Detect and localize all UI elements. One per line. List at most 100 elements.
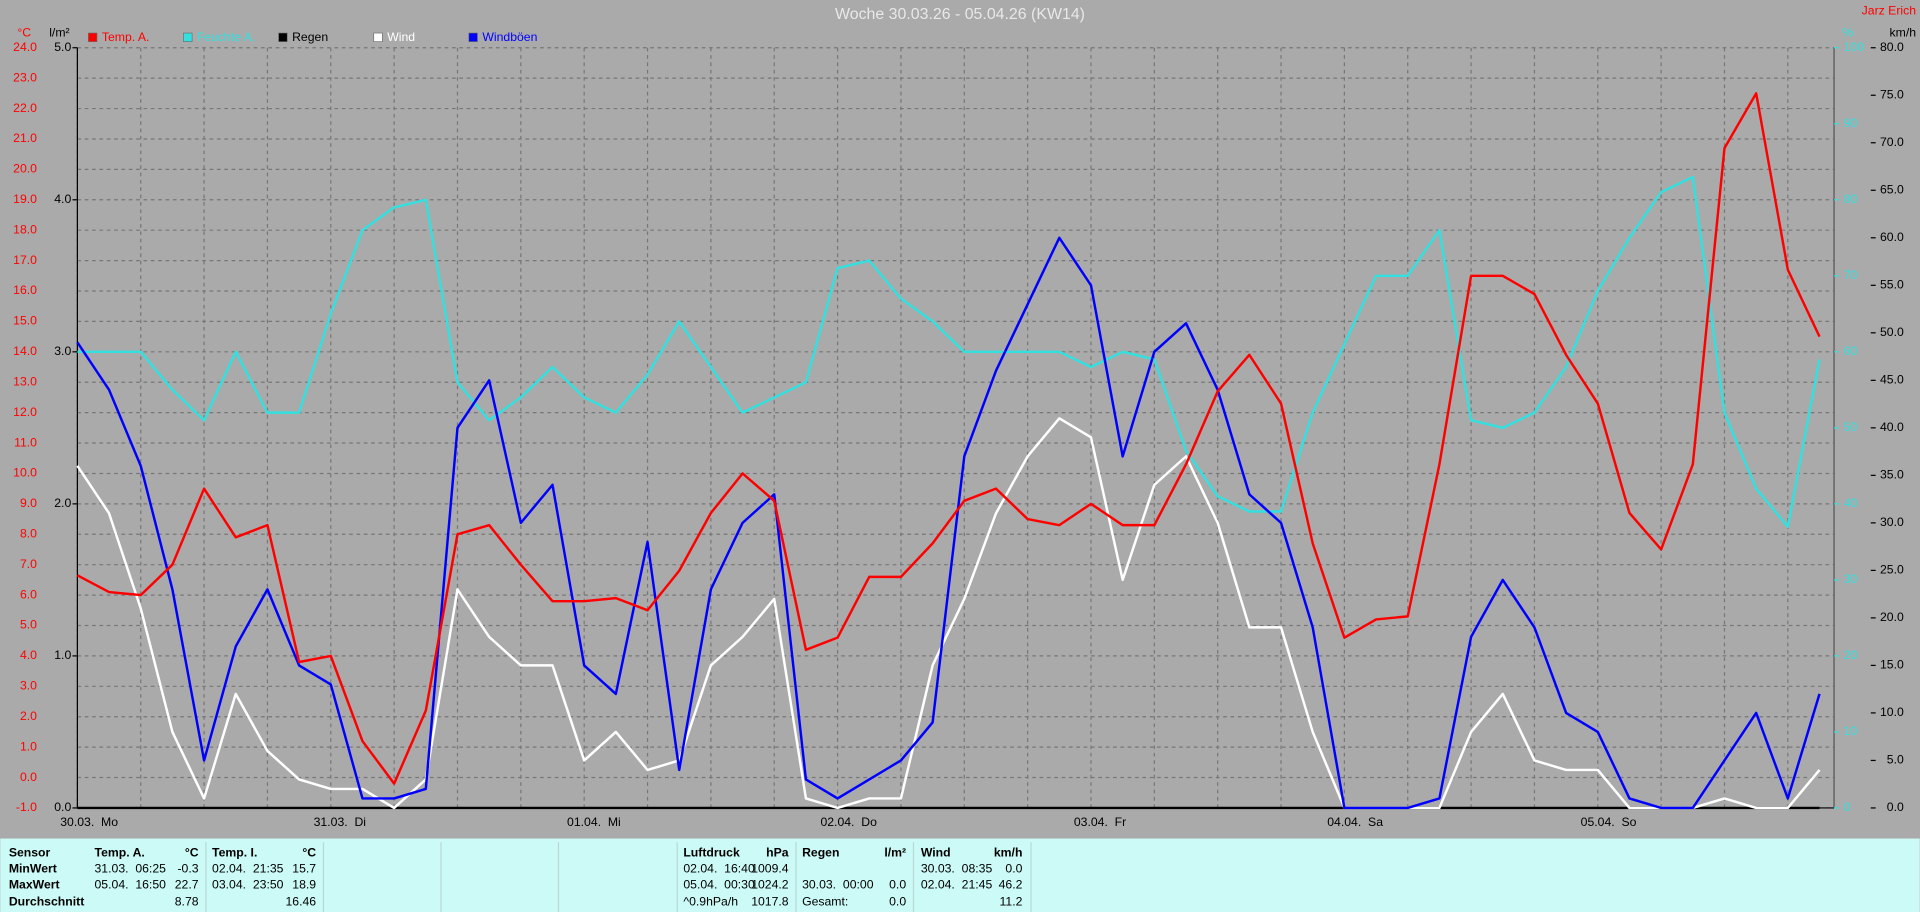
cell-value: 0.0 [889,877,906,891]
series-line [76,236,1821,810]
y-tick-label: -1.0 [16,800,37,814]
column-name: Luftdruck [683,845,740,859]
y4-tick-label: 0.0 [1887,800,1904,814]
cell-time: 02.04. 16:40 [683,861,755,875]
cell-time: 30.03. 08:35 [921,861,993,875]
x-tick-label: 05.04. So [1581,815,1637,829]
y3-tick-label: 60 [1844,344,1858,358]
y2-tick-label: 0.0 [54,800,71,814]
y-tick-label: 10.0 [13,466,37,480]
y3-tick-label: 90 [1844,116,1858,130]
labels: -1.0 0.0 1.0 2.0 3.0 4.0 5.0 6.0 7.0 8.0 9.0 10.0 11… [13,30,1904,829]
row-label: MaxWert [9,877,60,891]
y2-tick-label: 1.0 [54,648,71,662]
legend-label: Windböen [482,30,537,44]
cell-value: 46.2 [999,877,1023,891]
y4-tick-label: 35.0 [1880,468,1904,482]
y4-tick-label: 50.0 [1880,325,1904,339]
cell-time: 02.04. 21:45 [921,877,993,891]
y4-tick-label: 75.0 [1880,87,1904,101]
y-tick-label: 0.0 [20,770,37,784]
series-line [76,417,1821,810]
column-name: Wind [921,845,951,859]
y3-tick-label: 50 [1844,420,1858,434]
axis-unit: l/m² [49,25,69,39]
cell-value: 11.2 [1000,894,1023,908]
table-header: Sensor [9,845,51,859]
cell-value: 16.46 [285,894,316,908]
legend-swatch [373,32,383,42]
y4-tick-label: 55.0 [1880,278,1904,292]
y-tick-label: 8.0 [20,527,37,541]
y-tick-label: 3.0 [20,679,37,693]
x-tick-label: 02.04. Do [820,815,877,829]
cell-time: 31.03. 06:25 [95,861,167,875]
column-name: Temp. I. [212,845,257,859]
y2-tick-label: 2.0 [54,496,71,510]
y-tick-label: 2.0 [20,709,37,723]
y-tick-label: 17.0 [13,253,37,267]
y4-tick-label: 5.0 [1887,753,1904,767]
legend-label: Wind [387,30,415,44]
chart-title: Woche 30.03.26 - 05.04.26 (KW14) [835,6,1085,23]
column-name: Temp. A. [95,845,145,859]
y3-tick-label: 30 [1844,572,1858,586]
y3-tick-label: 20 [1844,648,1858,662]
y3-tick-label: 10 [1844,724,1858,738]
y3-tick-label: 70 [1844,268,1858,282]
chart-background [0,0,1919,839]
axis-unit: °C [17,25,31,39]
y-tick-label: 15.0 [13,314,37,328]
y-tick-label: 6.0 [20,587,37,601]
y-tick-label: 7.0 [20,557,37,571]
row-label: Durchschnitt [9,894,84,908]
legend-swatch [278,32,288,42]
y4-tick-label: 70.0 [1880,135,1904,149]
y4-tick-label: 10.0 [1880,705,1904,719]
cell-value: 22.7 [175,877,199,891]
y-tick-label: 23.0 [13,70,37,84]
y4-tick-label: 20.0 [1880,610,1904,624]
y4-tick-label: 65.0 [1880,183,1904,197]
y-tick-label: 1.0 [20,739,37,753]
series-line [77,175,1821,528]
cell-value: 15.7 [292,861,316,875]
y3-tick-label: 80 [1844,192,1858,206]
cell-value: 0.0 [889,894,906,908]
legend-label: Feuchte A. [197,30,256,44]
cell-value: 1009.4 [751,861,789,875]
y3-tick-label: 100 [1844,40,1865,54]
y2-tick-label: 4.0 [54,192,71,206]
y3-tick-label: 0 [1844,800,1851,814]
x-tick-label: 30.03. Mo [60,815,118,829]
y3-tick-label: 40 [1844,496,1858,510]
y2-tick-label: 5.0 [54,40,71,54]
y-tick-label: 19.0 [13,192,37,206]
y-tick-label: 13.0 [13,374,37,388]
cell-time: 30.03. 00:00 [802,877,874,891]
x-tick-label: 31.03. Di [314,815,366,829]
column-name: Regen [802,845,839,859]
stats-table: Sensor Temp. A. °C Temp. I. °C Luftdruck hPa Re… [9,842,1032,912]
y4-tick-label: 80.0 [1880,40,1904,54]
y-tick-label: 5.0 [20,618,37,632]
x-tick-label: 04.04. Sa [1327,815,1383,829]
legend-swatch [88,32,98,42]
cell-value: 1024.2 [751,877,789,891]
column-unit: l/m² [884,845,906,859]
column-unit: °C [185,845,199,859]
y-tick-label: 14.0 [13,344,37,358]
axis-unit: % [1843,25,1854,39]
y-tick-label: 11.0 [14,435,37,449]
y-tick-label: 21.0 [13,131,37,145]
y-tick-label: 20.0 [13,162,37,176]
column-unit: hPa [766,845,789,859]
x-tick-label: 01.04. Mi [567,815,621,829]
cell-time: Gesamt: [802,894,848,908]
stats-background [0,838,1920,912]
y-tick-label: 9.0 [20,496,37,510]
cell-value: 1017.8 [751,894,789,908]
cell-value: 0.0 [1005,861,1022,875]
x-tick-label: 03.04. Fr [1074,815,1126,829]
